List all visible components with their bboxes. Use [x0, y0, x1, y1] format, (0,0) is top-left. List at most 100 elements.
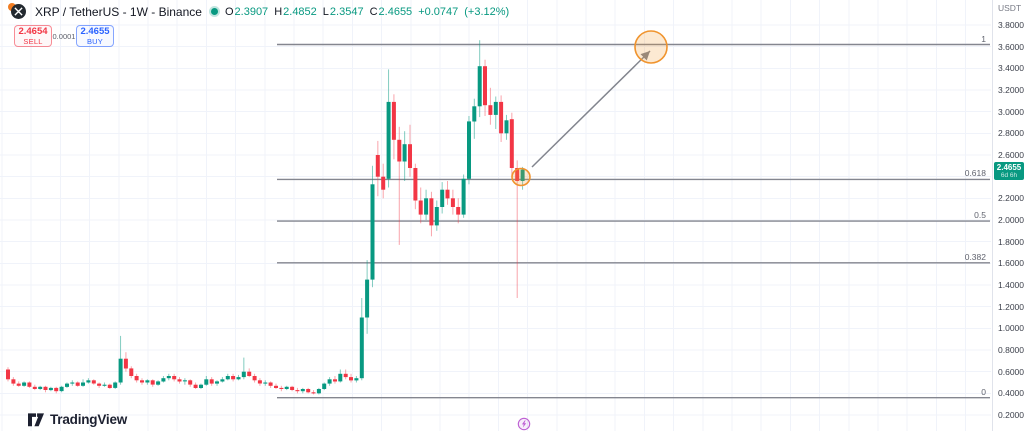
low-value: 2.3547 — [329, 5, 364, 18]
tradingview-mark-icon — [28, 412, 44, 426]
candle — [493, 96, 498, 129]
price-tick-label: 2.0000 — [998, 215, 1024, 225]
candle — [156, 380, 161, 386]
sell-button[interactable]: 2.4654 SELL — [14, 25, 52, 47]
candle — [461, 174, 466, 218]
candle — [418, 187, 423, 224]
axis-currency-selector[interactable]: USDT ▾ — [998, 3, 1024, 13]
xrp-logo-icon — [8, 3, 30, 20]
candle — [257, 378, 262, 386]
price-tick-label: 3.8000 — [998, 20, 1024, 30]
candle — [268, 381, 273, 388]
candle — [241, 357, 246, 380]
high-value: 2.4852 — [283, 5, 317, 18]
candle — [311, 390, 316, 395]
candle — [263, 380, 268, 386]
candle — [107, 383, 112, 389]
open-value: 2.3907 — [234, 5, 269, 18]
candle — [225, 373, 230, 381]
candle — [16, 381, 21, 387]
price-tick-label: 1.2000 — [998, 301, 1024, 312]
candle — [215, 380, 219, 386]
candle — [204, 376, 209, 386]
candle — [375, 140, 380, 197]
price-axis[interactable]: USDT ▾ 3.8000 3.6000 3.4000 3.2000 3.0000 2.8… — [992, 0, 1024, 431]
candle — [391, 94, 396, 160]
candle — [424, 189, 429, 220]
price-tick-label: 3.0000 — [998, 106, 1024, 117]
candle — [483, 59, 487, 116]
candle — [172, 373, 177, 382]
candle — [284, 385, 289, 391]
highlight-circle[interactable] — [634, 30, 668, 64]
event-flash-icon[interactable] — [517, 417, 531, 431]
candle — [488, 87, 493, 125]
candle — [450, 189, 455, 215]
price-tick-label: 1.6000 — [998, 258, 1024, 269]
fib-level-label: 1 — [981, 33, 986, 44]
close-label: C — [369, 5, 378, 18]
candle — [123, 352, 128, 372]
highlight-circle[interactable] — [511, 167, 531, 187]
axis-currency-label: USDT — [998, 3, 1022, 13]
candle — [140, 378, 144, 385]
candle — [43, 385, 48, 393]
candle — [279, 385, 284, 392]
candle — [408, 124, 412, 177]
trade-panel: 2.4654 SELL 0.0001 2.4655 BUY — [14, 25, 114, 47]
candle — [70, 380, 75, 386]
ohlc-legend: O 2.3907 H 2.4852 L 2.3547 C 2.4655 +0.0747 … — [225, 6, 509, 18]
candle — [27, 381, 32, 388]
candle — [231, 373, 236, 382]
buy-button[interactable]: 2.4655 BUY — [76, 25, 114, 47]
last-price-value: 2.4655 — [996, 162, 1022, 172]
candlestick-series — [6, 40, 525, 395]
candle — [504, 114, 509, 140]
candle — [97, 382, 102, 388]
price-tick-label: 2.6000 — [998, 150, 1024, 160]
price-tick-label: 0.4000 — [998, 388, 1024, 399]
fib-level-label: 0.618 — [964, 168, 986, 179]
candle — [333, 376, 337, 384]
price-tick-label: 1.4000 — [998, 280, 1024, 290]
candle — [467, 116, 471, 185]
candle — [359, 298, 364, 381]
candle — [381, 163, 386, 199]
tradingview-logo[interactable]: TradingView — [28, 412, 127, 427]
fib-retracement-lines[interactable] — [277, 43, 990, 399]
candle — [247, 368, 252, 378]
xrp-x-glyph — [14, 7, 23, 16]
candle — [182, 378, 187, 385]
candle — [209, 377, 214, 386]
candle — [343, 369, 348, 380]
candle — [86, 378, 91, 384]
candle — [32, 384, 37, 391]
candle — [274, 383, 278, 389]
candle — [445, 181, 450, 205]
candle — [220, 377, 225, 383]
candle — [252, 373, 257, 383]
candle — [129, 366, 134, 379]
high-label: H — [274, 5, 283, 18]
bar-countdown: 6d 6h — [1000, 171, 1018, 179]
price-tick-label: 0.8000 — [998, 345, 1024, 355]
grid-layer — [0, 0, 991, 431]
candle — [177, 377, 182, 384]
candle — [306, 387, 311, 394]
candle — [38, 385, 43, 391]
trend-arrow[interactable] — [531, 50, 651, 168]
symbol-title[interactable]: XRP / TetherUS - 1W - Binance — [35, 4, 202, 19]
price-tick-label: 2.2000 — [998, 193, 1024, 204]
tradingview-wordmark: TradingView — [50, 412, 128, 427]
candle — [456, 198, 461, 224]
market-status-icon[interactable] — [210, 8, 218, 15]
candle — [429, 191, 434, 237]
candle — [81, 379, 85, 387]
change-value: +0.0747 — [418, 5, 459, 18]
change-percent: (+3.12%) — [464, 5, 510, 18]
candle — [11, 377, 16, 386]
price-tick-label: 2.8000 — [998, 128, 1024, 139]
candle — [477, 40, 482, 118]
